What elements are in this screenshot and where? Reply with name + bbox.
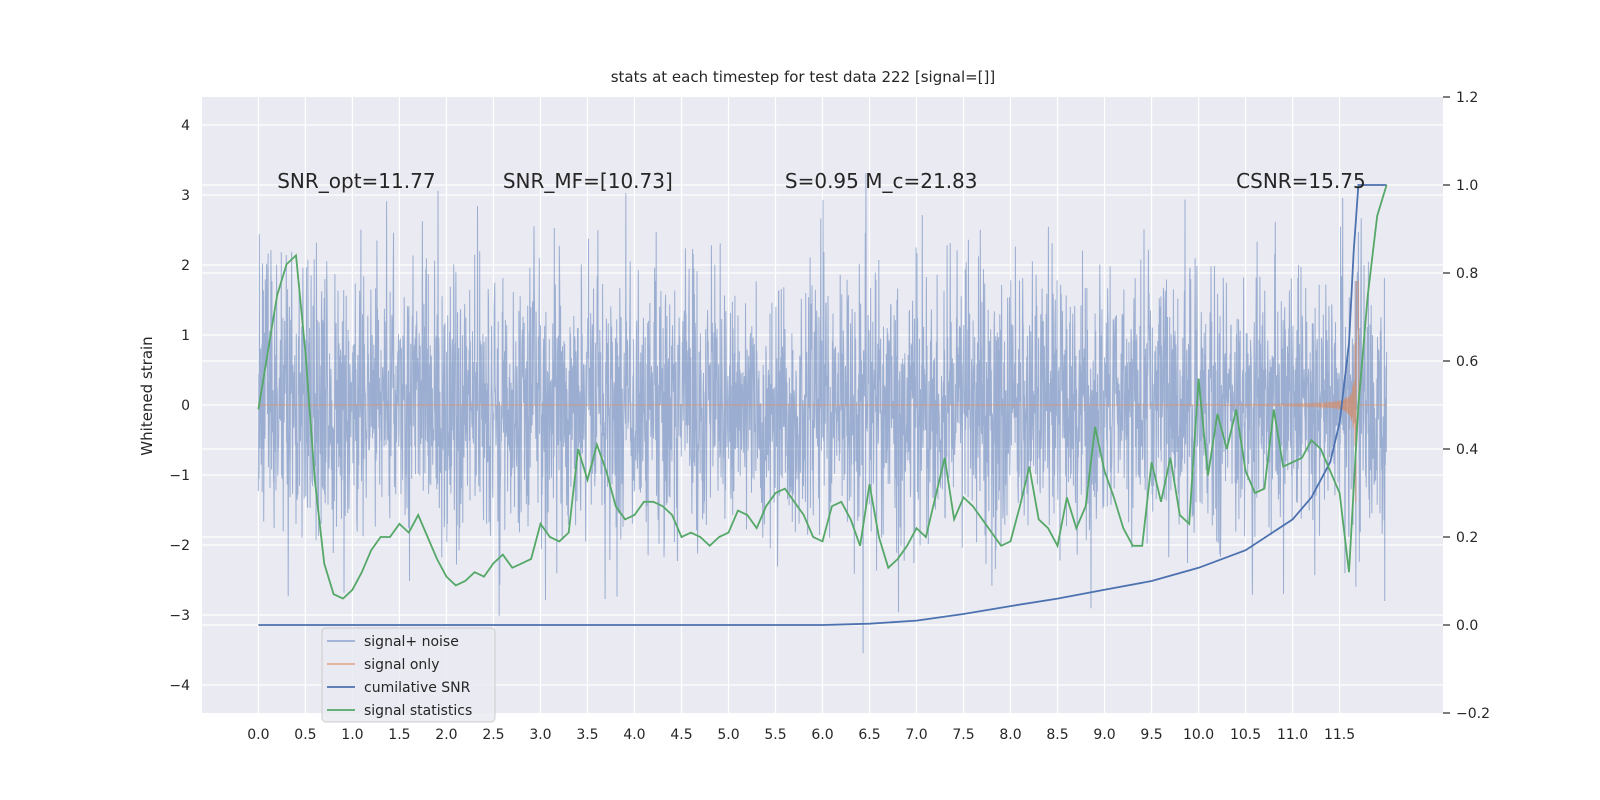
x-tick-label: 11.0 [1277, 727, 1308, 743]
x-tick-label: 1.5 [388, 727, 410, 743]
x-tick-label: 9.0 [1093, 727, 1115, 743]
x-tick-labels: 0.0 0.5 1.0 1.5 2.0 2.5 3.0 3.5 4.0 4.5 5.0 5.5 6.0 6… [247, 727, 1355, 743]
y2-tick-label: 0.2 [1456, 530, 1478, 546]
legend-box [321, 627, 496, 723]
annotation-label: SNR_opt=11.77 [277, 169, 435, 193]
y-tick-labels: 4 3 2 1 0 −1 −2 −3 −4 [169, 118, 190, 694]
series-signal-statistics [257, 184, 1388, 600]
y2-tick-labels: 1.2 1.0 0.8 0.6 0.4 0.2 0.0 −0.2 [1443, 90, 1490, 722]
annotation-label: S=0.95 M_c=21.83 [785, 169, 978, 193]
x-tick-label: 3.5 [576, 727, 598, 743]
y2-tick-label: 0.6 [1456, 354, 1478, 370]
legend: signal+ noise signal only cumilative SNR si… [321, 627, 496, 723]
y-tick-label: −4 [169, 678, 190, 694]
legend-label: cumilative SNR [364, 680, 471, 696]
x-tick-label: 2.0 [435, 727, 457, 743]
x-tick-label: 10.0 [1183, 727, 1214, 743]
x-tick-label: 0.0 [247, 727, 269, 743]
x-tick-label: 8.0 [999, 727, 1021, 743]
y-tick-label: −3 [169, 608, 190, 624]
line-cumulative-snr [258, 184, 1387, 626]
annotations: SNR_opt=11.77 SNR_MF=[10.73] S=0.95 M_c=21… [277, 169, 1365, 193]
y2-tick-label: 0.4 [1456, 442, 1478, 458]
x-tick-label: 6.5 [858, 727, 880, 743]
x-tick-label: 6.0 [811, 727, 833, 743]
y2-tick-label: 0.8 [1456, 266, 1478, 282]
legend-label: signal+ noise [364, 634, 459, 650]
y2-tick-label: 1.2 [1456, 90, 1478, 106]
x-tick-label: 1.0 [341, 727, 363, 743]
x-tick-label: 4.0 [623, 727, 645, 743]
y-tick-label: 2 [181, 258, 190, 274]
x-tick-label: 3.0 [529, 727, 551, 743]
x-tick-label: 7.5 [952, 727, 974, 743]
y-tick-label: 4 [181, 118, 190, 134]
y-tick-label: −2 [169, 538, 190, 554]
x-tick-label: 7.0 [905, 727, 927, 743]
y-tick-label: 0 [181, 398, 190, 414]
annotation-label: SNR_MF=[10.73] [503, 169, 673, 193]
y-tick-label: −1 [169, 468, 190, 484]
x-tick-label: 10.5 [1230, 727, 1261, 743]
line-signal-statistics [257, 184, 1388, 600]
y2-tick-label: 0.0 [1456, 618, 1478, 634]
x-tick-label: 4.5 [670, 727, 692, 743]
y-axis-label: Whitened strain [138, 336, 156, 455]
y2-tick-label: 1.0 [1456, 178, 1478, 194]
annotation-label: CSNR=15.75 [1236, 169, 1366, 193]
x-tick-label: 2.5 [482, 727, 504, 743]
series-signal-only [258, 281, 1387, 503]
chart-title: stats at each timestep for test data 222… [611, 68, 996, 86]
line-signal-only [258, 281, 1387, 503]
legend-label: signal statistics [364, 703, 472, 719]
y2-tick-label: −0.2 [1456, 706, 1490, 722]
x-tick-label: 9.5 [1140, 727, 1162, 743]
x-tick-label: 11.5 [1324, 727, 1355, 743]
series-cumulative-snr [258, 184, 1387, 626]
x-tick-label: 5.0 [717, 727, 739, 743]
legend-label: signal only [364, 657, 439, 673]
y-tick-label: 3 [181, 188, 190, 204]
x-tick-label: 8.5 [1046, 727, 1068, 743]
x-tick-label: 0.5 [294, 727, 316, 743]
x-tick-label: 5.5 [764, 727, 786, 743]
y-tick-label: 1 [181, 328, 190, 344]
